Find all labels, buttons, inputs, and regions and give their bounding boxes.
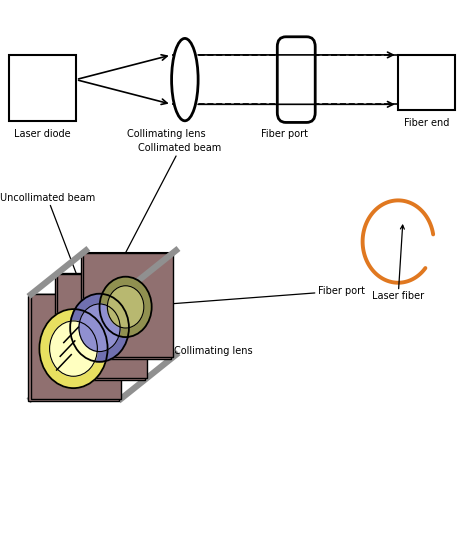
Polygon shape	[57, 273, 147, 378]
Text: Collimating lens: Collimating lens	[127, 129, 205, 139]
Polygon shape	[28, 294, 121, 296]
Text: Collimating lens: Collimating lens	[104, 338, 253, 356]
Text: Laser fiber: Laser fiber	[372, 225, 424, 301]
Circle shape	[107, 285, 144, 328]
Text: Collimated beam: Collimated beam	[115, 143, 222, 274]
Text: Laser diode: Laser diode	[14, 129, 71, 139]
Circle shape	[100, 277, 152, 337]
Polygon shape	[83, 253, 173, 357]
Circle shape	[79, 304, 120, 351]
Text: Fiber port: Fiber port	[135, 286, 365, 308]
Circle shape	[39, 309, 108, 388]
Bar	[398, 55, 455, 110]
Polygon shape	[31, 294, 121, 399]
Text: Fiber port: Fiber port	[261, 129, 308, 139]
Text: Uncollimated beam: Uncollimated beam	[0, 193, 95, 318]
Polygon shape	[28, 296, 118, 401]
Polygon shape	[81, 253, 173, 255]
Polygon shape	[55, 276, 145, 380]
Polygon shape	[55, 273, 147, 276]
Text: Laser diode: Laser diode	[52, 380, 109, 400]
Circle shape	[70, 294, 129, 362]
Text: Fiber end: Fiber end	[404, 118, 449, 128]
Bar	[9, 55, 76, 121]
Circle shape	[50, 321, 97, 376]
Polygon shape	[81, 255, 171, 359]
FancyBboxPatch shape	[277, 37, 315, 122]
Ellipse shape	[172, 38, 198, 121]
